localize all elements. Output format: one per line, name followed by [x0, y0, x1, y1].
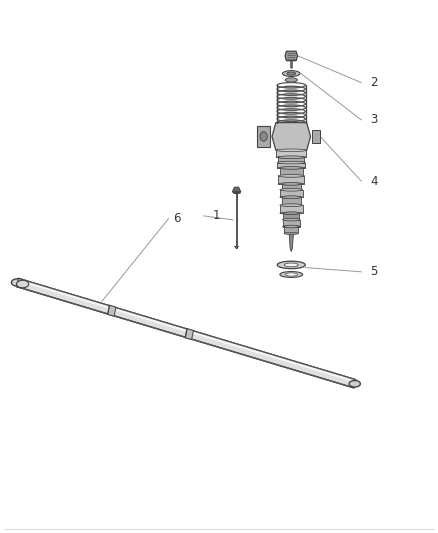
Ellipse shape [280, 212, 303, 214]
Ellipse shape [276, 149, 306, 152]
Text: 6: 6 [173, 212, 180, 225]
Ellipse shape [280, 271, 303, 277]
Ellipse shape [276, 156, 306, 158]
Ellipse shape [284, 225, 298, 228]
Ellipse shape [278, 183, 304, 185]
Ellipse shape [283, 225, 300, 228]
Ellipse shape [283, 212, 299, 215]
Polygon shape [283, 213, 299, 220]
Ellipse shape [260, 132, 267, 141]
Polygon shape [312, 130, 320, 143]
Ellipse shape [278, 175, 304, 177]
Polygon shape [276, 150, 306, 157]
Ellipse shape [285, 78, 297, 82]
Polygon shape [257, 126, 270, 147]
Polygon shape [283, 220, 300, 227]
Ellipse shape [277, 167, 305, 169]
Ellipse shape [280, 189, 303, 191]
Ellipse shape [282, 204, 301, 206]
Ellipse shape [287, 72, 296, 75]
Polygon shape [280, 190, 303, 197]
Polygon shape [185, 328, 194, 340]
Polygon shape [278, 157, 304, 163]
Polygon shape [280, 205, 303, 213]
Polygon shape [289, 233, 293, 252]
Ellipse shape [277, 161, 305, 164]
Ellipse shape [284, 232, 298, 235]
Ellipse shape [349, 381, 360, 387]
Ellipse shape [282, 189, 301, 191]
Ellipse shape [278, 161, 304, 164]
Text: 1: 1 [212, 209, 220, 222]
Ellipse shape [17, 280, 29, 288]
Ellipse shape [278, 156, 304, 159]
Text: 5: 5 [370, 265, 378, 278]
Ellipse shape [282, 196, 301, 199]
Polygon shape [282, 184, 301, 190]
Ellipse shape [283, 219, 300, 221]
Polygon shape [285, 51, 297, 61]
Ellipse shape [282, 182, 301, 185]
Polygon shape [232, 187, 241, 193]
Ellipse shape [280, 204, 303, 206]
Text: 3: 3 [370, 114, 378, 126]
Ellipse shape [280, 166, 303, 169]
Polygon shape [234, 246, 239, 249]
Polygon shape [280, 168, 303, 176]
Polygon shape [277, 163, 305, 168]
Ellipse shape [277, 261, 305, 269]
Ellipse shape [283, 219, 299, 221]
Polygon shape [272, 123, 311, 150]
Ellipse shape [280, 196, 303, 198]
Text: 2: 2 [370, 76, 378, 89]
Ellipse shape [280, 175, 303, 177]
Polygon shape [285, 85, 297, 123]
Polygon shape [282, 197, 301, 205]
Polygon shape [108, 305, 116, 316]
Ellipse shape [285, 273, 297, 276]
Ellipse shape [284, 263, 298, 266]
Text: 4: 4 [370, 175, 378, 188]
Polygon shape [18, 278, 356, 383]
Ellipse shape [283, 71, 300, 76]
Polygon shape [278, 176, 304, 184]
Polygon shape [17, 278, 24, 288]
Polygon shape [284, 227, 298, 233]
Ellipse shape [11, 279, 24, 286]
Polygon shape [17, 278, 356, 388]
